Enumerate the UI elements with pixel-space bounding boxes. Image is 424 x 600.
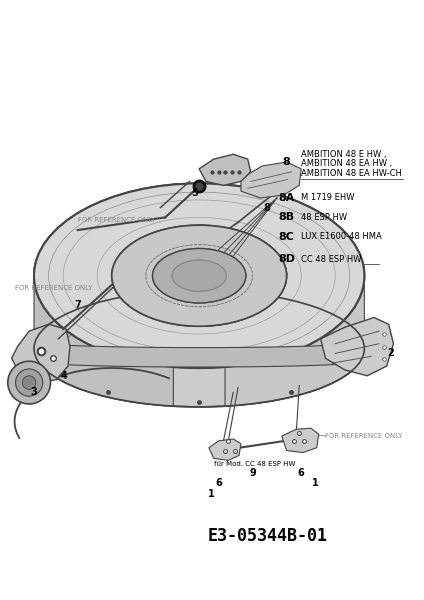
Text: 8: 8: [283, 157, 290, 167]
Text: 9: 9: [249, 468, 256, 478]
Ellipse shape: [112, 225, 287, 326]
Ellipse shape: [34, 184, 364, 368]
Text: M 1719 EHW: M 1719 EHW: [301, 193, 355, 202]
Text: 7: 7: [74, 300, 81, 310]
Text: 8D: 8D: [278, 254, 295, 264]
Polygon shape: [241, 162, 301, 198]
Ellipse shape: [8, 361, 50, 404]
Polygon shape: [321, 317, 393, 376]
Polygon shape: [11, 324, 70, 383]
Text: 8: 8: [264, 203, 271, 212]
Text: LUX E1600-48 HMA: LUX E1600-48 HMA: [301, 232, 382, 241]
Text: AMBITION 48 EA HW ,: AMBITION 48 EA HW ,: [301, 160, 393, 169]
Text: 6: 6: [215, 478, 222, 488]
Ellipse shape: [172, 260, 226, 291]
Ellipse shape: [22, 376, 36, 389]
Ellipse shape: [34, 184, 364, 368]
Polygon shape: [209, 439, 241, 460]
Text: E3-05344B-01: E3-05344B-01: [208, 527, 328, 545]
Ellipse shape: [16, 369, 43, 396]
Text: FOR REFERENCE ONLY: FOR REFERENCE ONLY: [78, 217, 155, 223]
Ellipse shape: [112, 225, 287, 326]
Text: FOR REFERENCE ONLY: FOR REFERENCE ONLY: [326, 433, 403, 439]
Text: 4: 4: [61, 371, 67, 381]
Text: 8C: 8C: [279, 232, 295, 242]
Text: 1: 1: [209, 490, 215, 499]
Text: 48 ESP HW: 48 ESP HW: [301, 213, 347, 222]
Polygon shape: [282, 428, 319, 452]
Text: 2: 2: [387, 349, 394, 358]
Text: 8B: 8B: [279, 212, 295, 223]
Ellipse shape: [153, 248, 246, 303]
Ellipse shape: [153, 248, 246, 303]
Ellipse shape: [34, 290, 364, 407]
Polygon shape: [52, 344, 346, 367]
Text: CC 48 ESP HW: CC 48 ESP HW: [301, 254, 362, 263]
Polygon shape: [34, 276, 173, 406]
Text: 8A: 8A: [279, 193, 295, 203]
Text: 6: 6: [298, 468, 304, 478]
Text: 3: 3: [31, 388, 37, 397]
Text: 5: 5: [191, 188, 198, 198]
Text: AMBITION 48 EA HW-CH: AMBITION 48 EA HW-CH: [301, 169, 402, 178]
Polygon shape: [225, 276, 364, 406]
Text: AMBITION 48 E HW ,: AMBITION 48 E HW ,: [301, 150, 387, 159]
Text: für Mod. CC 48 ESP HW: für Mod. CC 48 ESP HW: [214, 461, 295, 467]
Text: FOR REFERENCE ONLY: FOR REFERENCE ONLY: [14, 286, 92, 292]
Polygon shape: [199, 154, 251, 185]
Ellipse shape: [172, 260, 226, 291]
Text: 1: 1: [312, 478, 319, 488]
